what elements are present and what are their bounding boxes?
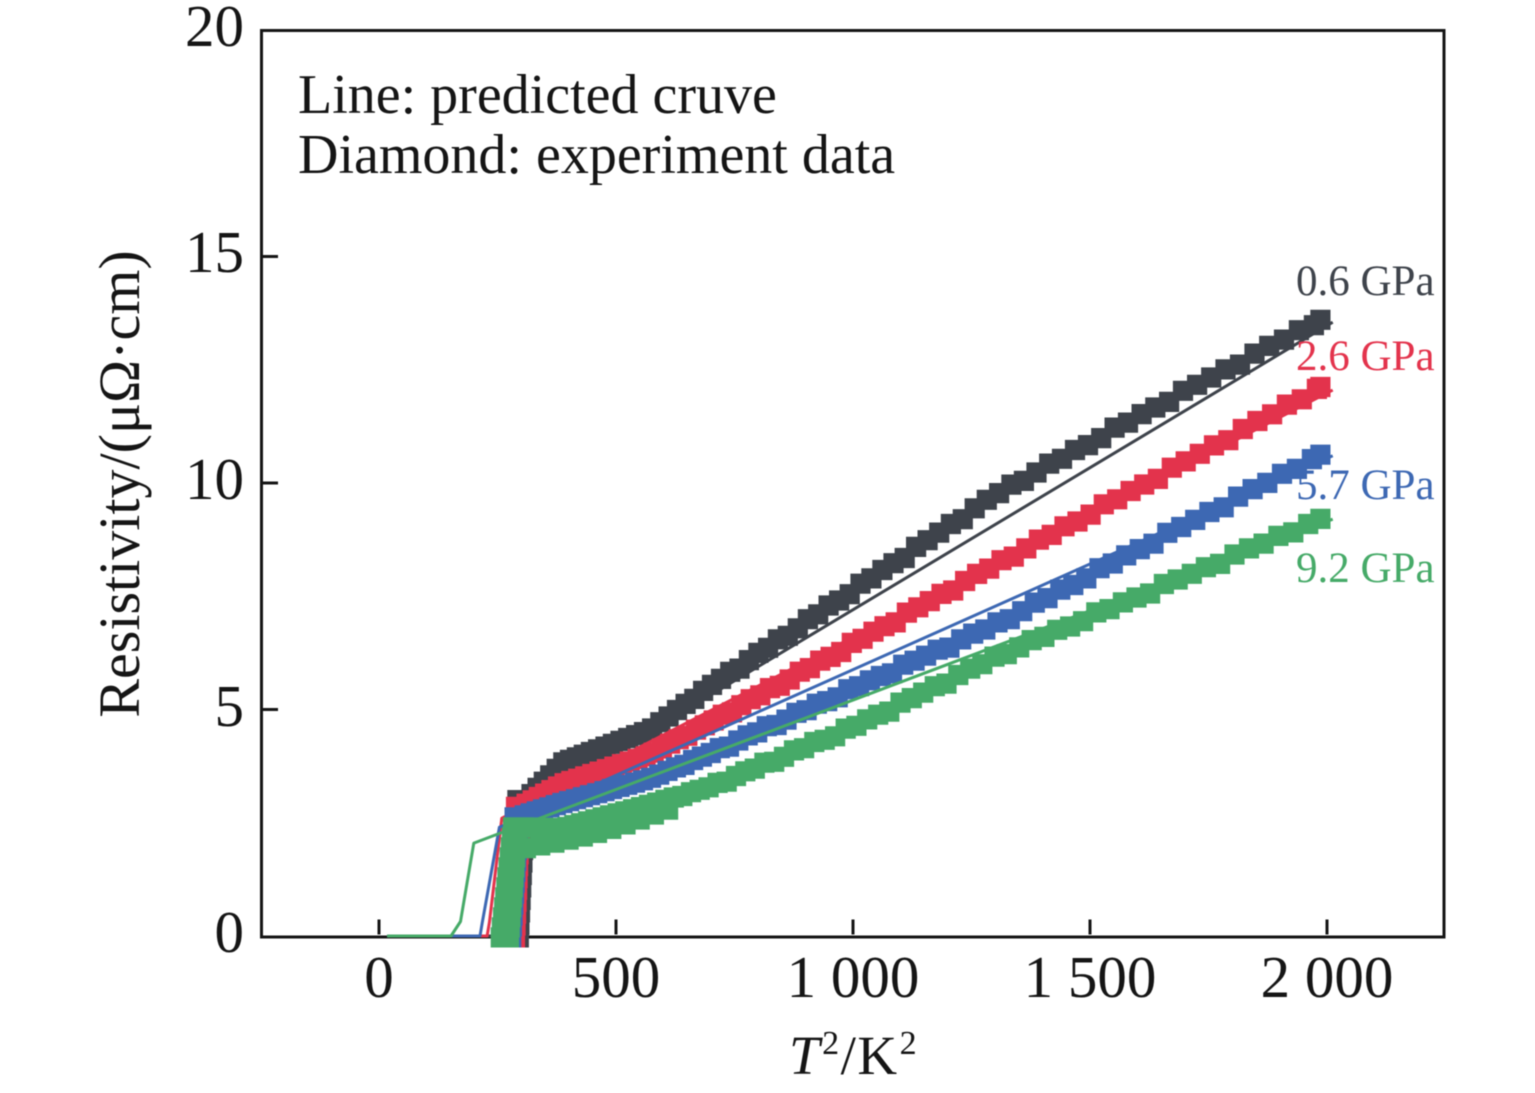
svg-text:1 500: 1 500 [1024, 944, 1157, 1010]
svg-text:0.6 GPa: 0.6 GPa [1296, 258, 1435, 305]
svg-text:Resistivity/(μΩ·cm): Resistivity/(μΩ·cm) [87, 250, 152, 717]
svg-text:0: 0 [215, 899, 245, 965]
svg-text:Diamond: experiment data: Diamond: experiment data [298, 124, 895, 186]
svg-text:20: 20 [185, 0, 244, 59]
svg-text:2.6 GPa: 2.6 GPa [1296, 333, 1435, 380]
svg-text:9.2 GPa: 9.2 GPa [1296, 545, 1435, 592]
svg-text:2 000: 2 000 [1261, 944, 1394, 1010]
svg-text:5.7 GPa: 5.7 GPa [1296, 462, 1435, 509]
svg-text:Line: predicted cruve: Line: predicted cruve [298, 64, 777, 126]
svg-text:0: 0 [364, 944, 394, 1010]
svg-text:5: 5 [215, 673, 245, 739]
svg-text:1 000: 1 000 [787, 944, 920, 1010]
svg-text:500: 500 [572, 944, 661, 1010]
svg-text:15: 15 [185, 219, 244, 285]
svg-text:10: 10 [185, 446, 244, 512]
svg-text:T2/K2: T2/K2 [789, 1025, 918, 1086]
